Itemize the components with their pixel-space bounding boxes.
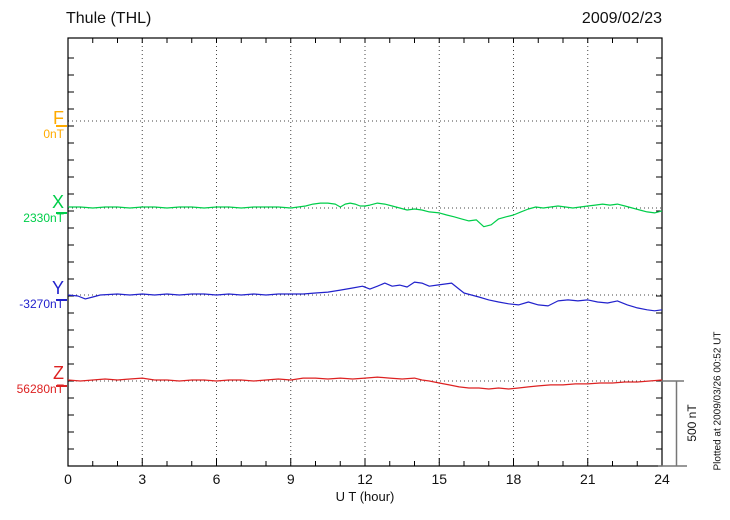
x-tick-label-18: 18 <box>505 471 522 487</box>
trace-Z <box>67 376 663 390</box>
trace-X <box>68 202 663 228</box>
baseline-marker-Y <box>56 299 67 301</box>
baseline-marker-F <box>56 125 67 127</box>
component-label-x: X 2330nT <box>23 193 64 225</box>
component-letter-z: Z <box>53 363 64 383</box>
baseline-marker-Z <box>56 385 67 387</box>
x-tick-label-12: 12 <box>357 471 373 487</box>
component-baseline-y: -3270nT <box>19 297 64 311</box>
component-baseline-z: 56280nT <box>16 382 64 396</box>
component-letter-y: Y <box>51 278 64 298</box>
component-baseline-f: 0nT <box>43 127 64 141</box>
component-letter-f: F <box>53 108 64 128</box>
component-letter-x: X <box>51 192 64 212</box>
component-baseline-x: 2330nT <box>23 211 64 225</box>
x-tick-label-0: 0 <box>64 471 72 487</box>
x-tick-label-9: 9 <box>286 471 295 487</box>
x-tick-label-21: 21 <box>579 471 596 487</box>
x-tick-label-15: 15 <box>431 471 448 487</box>
x-tick-label-24: 24 <box>654 471 670 487</box>
x-tick-label-3: 3 <box>138 471 147 487</box>
component-label-y: Y -3270nT <box>19 279 64 311</box>
baseline-marker-X <box>56 212 67 214</box>
trace-Y <box>67 281 663 312</box>
plotted-at-footnote: Plotted at 2009/03/26 00:52 UT <box>712 331 724 471</box>
x-tick-label-6: 6 <box>212 471 221 487</box>
component-label-z: Z 56280nT <box>17 364 64 396</box>
x-axis-title: U T (hour) <box>335 489 395 504</box>
station-title: Thule (THL) <box>66 10 152 27</box>
scale-bar-label: 500 nT <box>685 404 699 442</box>
plot-date: 2009/02/23 <box>581 10 662 27</box>
component-label-f: F 0nT <box>43 109 64 141</box>
